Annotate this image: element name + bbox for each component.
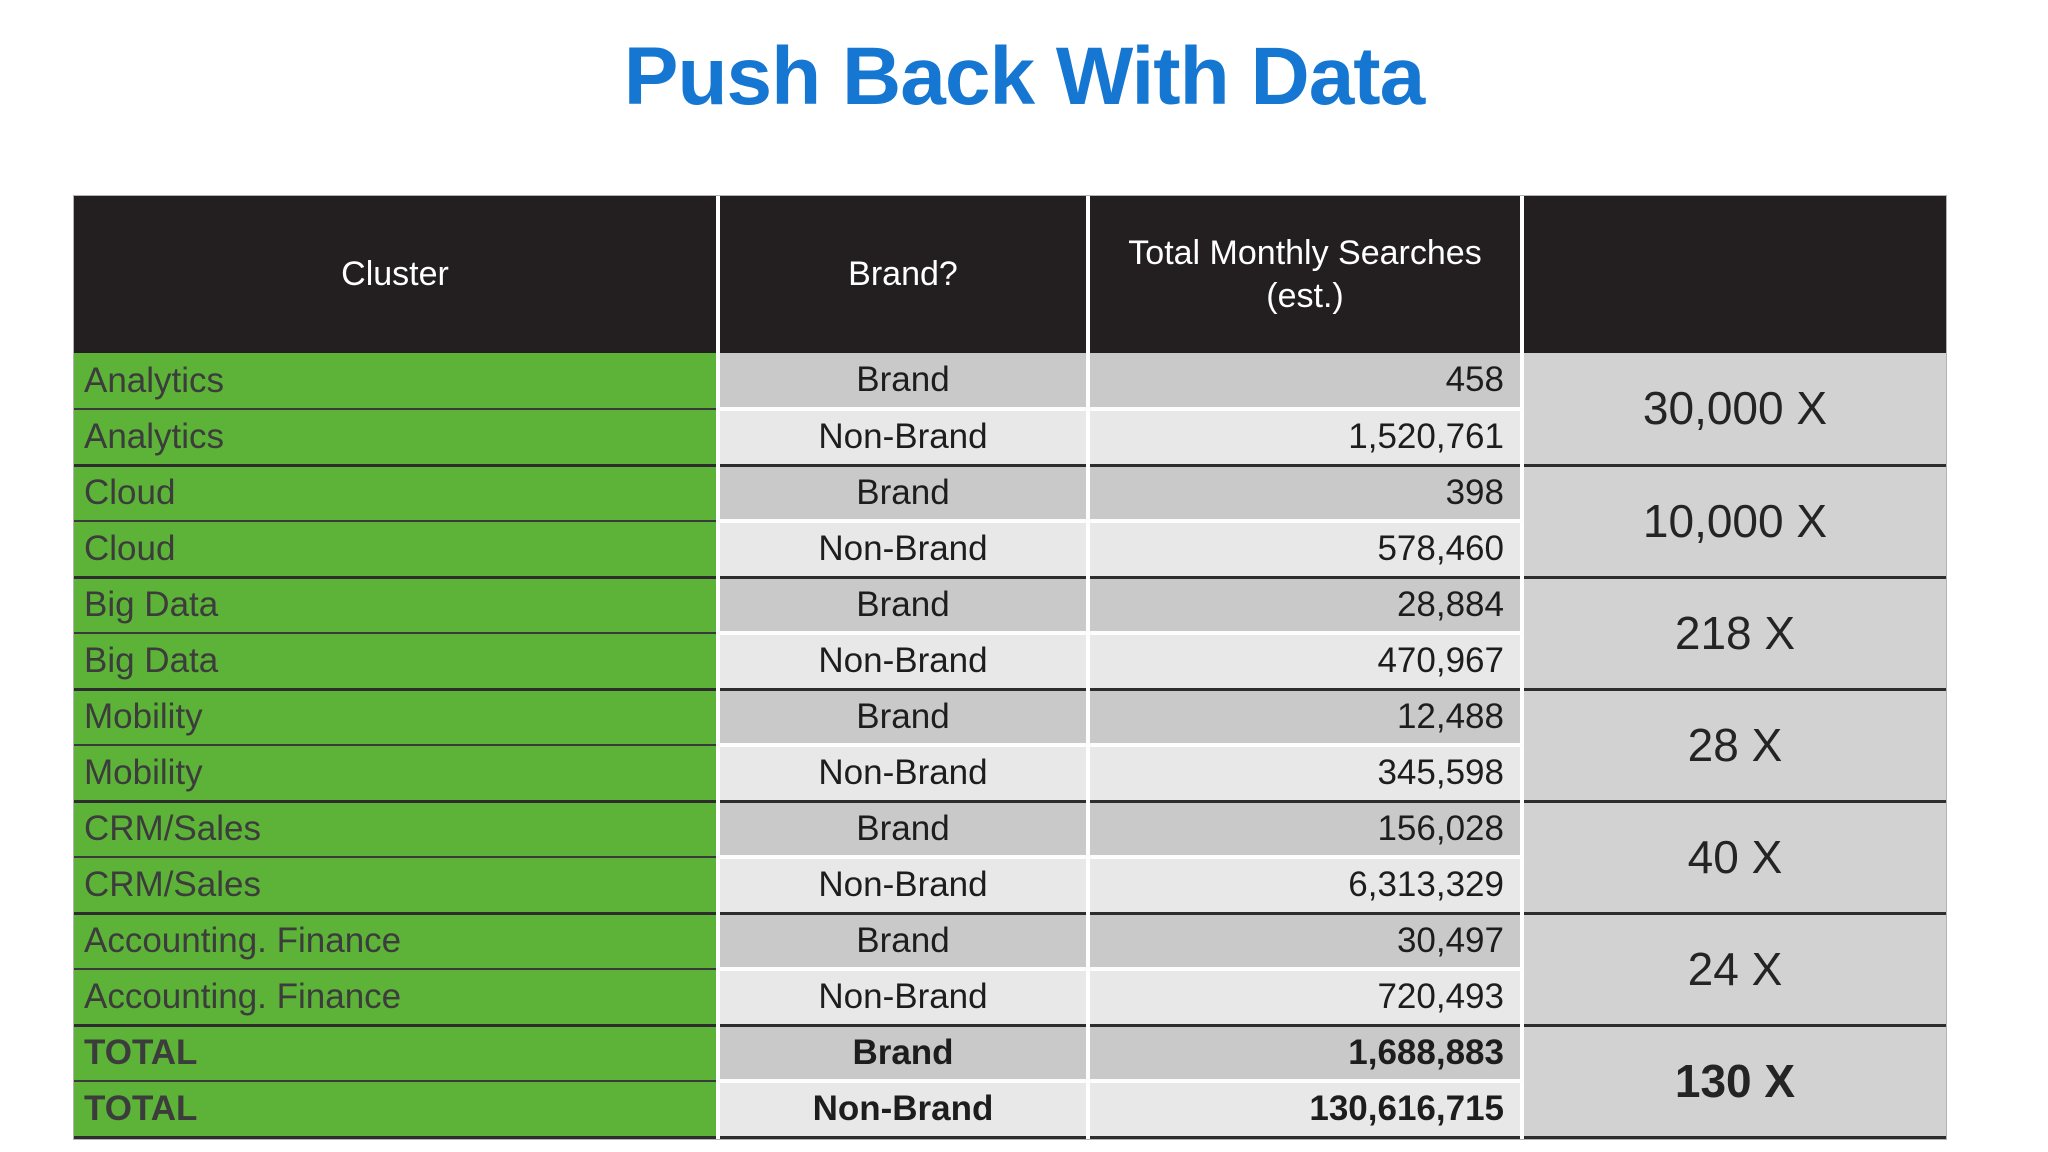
brand-cell: Brand (718, 465, 1090, 523)
brand-cell: Non-Brand (718, 1081, 1090, 1139)
brand-cell: Brand (718, 353, 1090, 411)
searches-cell: 28,884 (1088, 577, 1524, 635)
searches-cell: 1,688,883 (1088, 1025, 1524, 1083)
brand-cell: Non-Brand (718, 857, 1090, 915)
brand-cell: Non-Brand (718, 969, 1090, 1027)
searches-cell: 130,616,715 (1088, 1081, 1524, 1139)
table-row-total: TOTAL Non-Brand 130,616,715 (74, 1081, 1946, 1139)
table-row: Mobility Non-Brand 345,598 (74, 745, 1946, 803)
searches-cell: 470,967 (1088, 633, 1524, 691)
table-row: Accounting. Finance Brand 30,497 24 X (74, 913, 1946, 1027)
table-row: Cloud Non-Brand 578,460 (74, 521, 1946, 579)
multiplier-cell: 10,000 X (1522, 465, 1946, 579)
col-header-brand: Brand? (718, 196, 1090, 353)
multiplier-cell: 40 X (1522, 801, 1946, 915)
searches-cell: 30,497 (1088, 913, 1524, 971)
multiplier-cell: 130 X (1522, 1025, 1946, 1139)
searches-cell: 345,598 (1088, 745, 1524, 803)
multiplier-cell: 28 X (1522, 689, 1946, 803)
search-volume-table: Cluster Brand? Total Monthly Searches (e… (73, 195, 1947, 1140)
page-title: Push Back With Data (623, 31, 1425, 122)
table-row: Big Data Brand 28,884 218 X (74, 577, 1946, 691)
cluster-cell: Big Data (74, 633, 720, 691)
brand-cell: Brand (718, 577, 1090, 635)
brand-cell: Non-Brand (718, 409, 1090, 467)
table-row: Analytics Non-Brand 1,520,761 (74, 409, 1946, 467)
brand-cell: Brand (718, 1025, 1090, 1083)
cluster-cell: Big Data (74, 577, 720, 634)
cluster-cell: TOTAL (74, 1081, 720, 1139)
cluster-cell: Accounting. Finance (74, 913, 720, 970)
multiplier-cell: 30,000 X (1522, 353, 1946, 467)
col-header-searches: Total Monthly Searches (est.) (1088, 196, 1524, 353)
cluster-cell: Cloud (74, 465, 720, 522)
searches-cell: 458 (1088, 353, 1524, 411)
brand-cell: Non-Brand (718, 745, 1090, 803)
col-header-multiplier (1522, 196, 1946, 353)
cluster-cell: TOTAL (74, 1025, 720, 1082)
searches-cell: 398 (1088, 465, 1524, 523)
table-row: Cloud Brand 398 10,000 X (74, 465, 1946, 579)
searches-cell: 156,028 (1088, 801, 1524, 859)
table-row: CRM/Sales Brand 156,028 40 X (74, 801, 1946, 915)
cluster-cell: Analytics (74, 409, 720, 467)
brand-cell: Brand (718, 913, 1090, 971)
cluster-cell: Mobility (74, 689, 720, 746)
cluster-cell: CRM/Sales (74, 857, 720, 915)
multiplier-cell: 24 X (1522, 913, 1946, 1027)
cluster-cell: Analytics (74, 353, 720, 410)
col-header-cluster: Cluster (74, 196, 720, 353)
table-row: Accounting. Finance Non-Brand 720,493 (74, 969, 1946, 1027)
brand-cell: Brand (718, 689, 1090, 747)
table-row-total: TOTAL Brand 1,688,883 130 X (74, 1025, 1946, 1139)
searches-cell: 6,313,329 (1088, 857, 1524, 915)
table-row: Analytics Brand 458 30,000 X (74, 353, 1946, 467)
cluster-cell: Accounting. Finance (74, 969, 720, 1027)
brand-cell: Brand (718, 801, 1090, 859)
brand-cell: Non-Brand (718, 521, 1090, 579)
cluster-cell: Cloud (74, 521, 720, 579)
searches-cell: 578,460 (1088, 521, 1524, 579)
table-header-row: Cluster Brand? Total Monthly Searches (e… (74, 196, 1946, 353)
searches-cell: 12,488 (1088, 689, 1524, 747)
searches-cell: 720,493 (1088, 969, 1524, 1027)
multiplier-cell: 218 X (1522, 577, 1946, 691)
table-row: CRM/Sales Non-Brand 6,313,329 (74, 857, 1946, 915)
cluster-cell: Mobility (74, 745, 720, 803)
table-row: Mobility Brand 12,488 28 X (74, 689, 1946, 803)
table-row: Big Data Non-Brand 470,967 (74, 633, 1946, 691)
searches-cell: 1,520,761 (1088, 409, 1524, 467)
cluster-cell: CRM/Sales (74, 801, 720, 858)
brand-cell: Non-Brand (718, 633, 1090, 691)
